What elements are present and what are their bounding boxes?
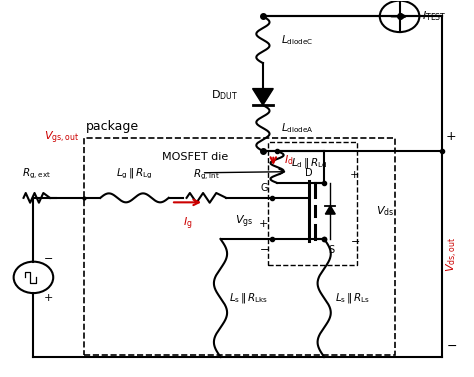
Text: $-$: $-$: [446, 339, 457, 352]
Text: +: +: [44, 293, 53, 303]
Polygon shape: [253, 89, 273, 105]
Text: $I_{\mathrm{d}}$: $I_{\mathrm{d}}$: [283, 153, 293, 167]
Text: $L_{\mathrm{g}}\,\|\,R_{\mathrm{Lg}}$: $L_{\mathrm{g}}\,\|\,R_{\mathrm{Lg}}$: [116, 167, 153, 181]
Text: $-$: $-$: [350, 235, 360, 245]
Text: $I_{\mathrm{TEST}}$: $I_{\mathrm{TEST}}$: [422, 9, 447, 23]
Text: $R_{\mathrm{g,ext}}$: $R_{\mathrm{g,ext}}$: [22, 166, 51, 181]
Text: $-$: $-$: [44, 252, 54, 262]
Text: MOSFET die: MOSFET die: [162, 152, 228, 162]
Text: $L_{\mathrm{diodeA}}$: $L_{\mathrm{diodeA}}$: [281, 121, 314, 135]
Text: package: package: [86, 121, 139, 133]
Text: $V_{\mathrm{gs}}$: $V_{\mathrm{gs}}$: [235, 214, 254, 230]
Text: G: G: [260, 183, 268, 193]
Text: D: D: [305, 169, 312, 178]
Text: $R_{\mathrm{g,int}}$: $R_{\mathrm{g,int}}$: [193, 168, 220, 182]
Text: $V_{\mathrm{ds,out}}$: $V_{\mathrm{ds,out}}$: [445, 236, 460, 271]
Text: +: +: [259, 219, 269, 229]
Text: $V_{\mathrm{gs,out}}$: $V_{\mathrm{gs,out}}$: [44, 130, 79, 146]
Text: $L_{\mathrm{diodeC}}$: $L_{\mathrm{diodeC}}$: [281, 33, 313, 47]
Text: +: +: [446, 130, 457, 143]
Text: S: S: [328, 245, 334, 255]
Text: $-$: $-$: [259, 244, 269, 253]
Polygon shape: [325, 206, 335, 214]
Text: $L_{\mathrm{s}}\,\|\,R_{\mathrm{Lks}}$: $L_{\mathrm{s}}\,\|\,R_{\mathrm{Lks}}$: [229, 291, 268, 305]
Text: $L_{\mathrm{d}}\,\|\,R_{\mathrm{Ld}}$: $L_{\mathrm{d}}\,\|\,R_{\mathrm{Ld}}$: [291, 156, 328, 170]
Text: +: +: [350, 170, 359, 180]
Text: $\mathrm{D_{DUT}}$: $\mathrm{D_{DUT}}$: [211, 88, 238, 102]
Text: $I_{\mathrm{g}}$: $I_{\mathrm{g}}$: [183, 216, 192, 232]
Text: $L_{\mathrm{s}}\,\|\,R_{\mathrm{Ls}}$: $L_{\mathrm{s}}\,\|\,R_{\mathrm{Ls}}$: [335, 291, 370, 305]
Text: $V_{\mathrm{ds}}$: $V_{\mathrm{ds}}$: [376, 204, 394, 218]
